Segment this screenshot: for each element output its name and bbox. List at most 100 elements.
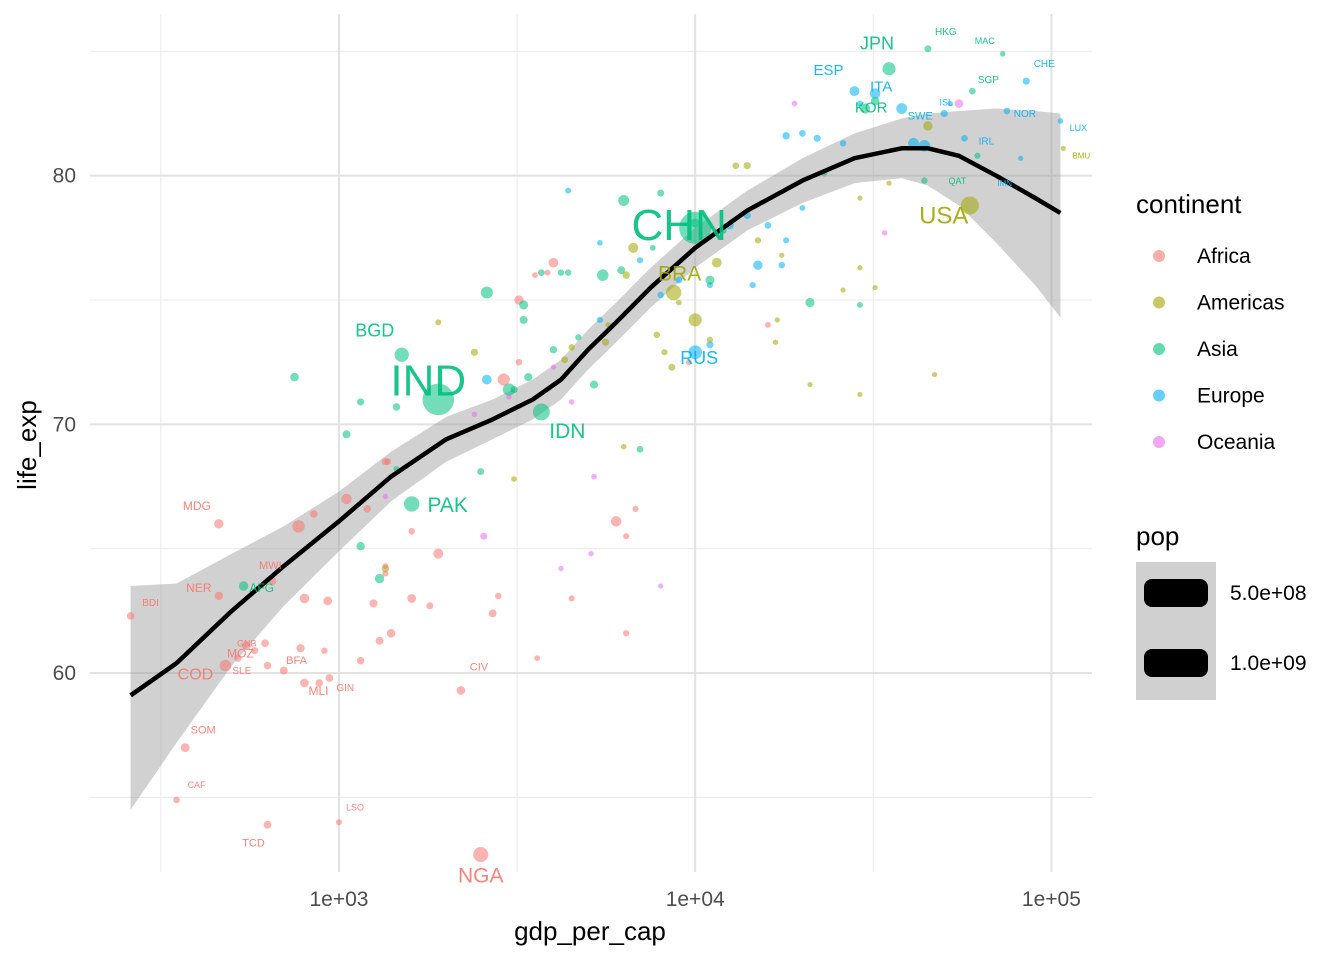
point-americas	[857, 195, 863, 201]
point-label-nor: NOR	[1014, 109, 1036, 120]
x-tick-label: 1e+03	[309, 888, 368, 911]
point-africa	[632, 505, 639, 512]
point-asia	[856, 302, 863, 308]
point-asia	[510, 385, 518, 394]
point-africa-bdi	[126, 612, 135, 620]
point-asia-ind	[422, 383, 455, 416]
point-africa	[488, 609, 497, 618]
point-label-tcd: TCD	[242, 838, 265, 850]
point-europe	[799, 205, 806, 211]
point-americas-bmu	[1060, 145, 1066, 151]
point-africa-bfa	[296, 644, 305, 653]
legend-size-key	[1144, 649, 1208, 677]
point-europe	[596, 316, 603, 324]
point-americas	[923, 121, 933, 131]
point-asia-mac	[999, 51, 1006, 57]
point-europe	[565, 187, 572, 194]
point-asia	[705, 275, 715, 285]
point-africa-caf	[173, 796, 180, 804]
point-label-mdg: MDG	[183, 499, 211, 513]
minor-gridlines	[90, 14, 1092, 872]
point-asia-idn	[532, 403, 550, 421]
point-americas	[872, 284, 878, 291]
point-europe	[778, 261, 785, 269]
point-europe	[749, 281, 756, 289]
point-africa	[263, 661, 272, 670]
point-label-chn: CHN	[632, 201, 727, 250]
point-asia-bgd	[394, 347, 409, 362]
point-americas	[620, 443, 627, 450]
point-africa	[310, 510, 318, 518]
point-label-sle: SLE	[232, 666, 251, 677]
point-label-mli: MLI	[308, 684, 328, 698]
point-label-ind: IND	[390, 356, 466, 405]
point-africa	[532, 272, 538, 279]
point-label-bmu: BMU	[1072, 151, 1090, 160]
point-oceania	[550, 364, 557, 370]
point-label-gnb: GNB	[237, 639, 257, 649]
point-label-moz: MOZ	[227, 647, 254, 661]
point-europe-irl	[961, 135, 968, 142]
point-americas	[470, 348, 479, 356]
point-europe	[657, 291, 664, 299]
point-label-som: SOM	[191, 725, 216, 737]
point-africa-nga	[473, 847, 489, 863]
point-americas	[622, 271, 630, 279]
point-africa	[610, 516, 622, 527]
legend-size-label: 1.0e+09	[1230, 652, 1307, 675]
smooth-line-layer	[129, 146, 1062, 698]
point-africa-cod	[219, 659, 232, 672]
point-label-swe: SWE	[908, 110, 933, 122]
y-tick-label: 70	[53, 413, 76, 436]
point-europe	[782, 132, 790, 140]
point-asia	[618, 195, 630, 207]
legend-size-title: pop	[1136, 521, 1179, 551]
point-asia	[290, 372, 299, 382]
point-oceania	[480, 532, 488, 540]
point-label-bgd: BGD	[355, 321, 394, 341]
smooth-line	[129, 146, 1062, 698]
point-americas	[711, 257, 722, 268]
legend-label-europe: Europe	[1197, 385, 1265, 408]
tick-labels-layer: 1e+03 1e+04 1e+05 60 70 80	[53, 165, 1081, 911]
point-americas	[754, 237, 762, 244]
point-europe-nor	[1003, 107, 1011, 115]
point-label-qat: QAT	[949, 176, 967, 186]
point-africa	[623, 533, 630, 540]
point-americas	[774, 317, 780, 323]
point-label-civ: CIV	[470, 661, 489, 673]
point-europe-imn	[1018, 155, 1024, 161]
point-europe	[764, 222, 772, 229]
point-label-afg: AFG	[249, 581, 274, 595]
point-americas	[743, 162, 751, 170]
point-africa	[515, 358, 523, 366]
point-asia-sgp	[969, 87, 976, 95]
point-europe	[675, 276, 683, 284]
point-africa	[495, 592, 502, 600]
point-label-esp: ESP	[813, 62, 843, 79]
point-europe-swe	[940, 109, 948, 118]
point-africa	[382, 570, 389, 577]
point-americas	[886, 180, 892, 186]
point-africa	[544, 269, 551, 276]
point-europe	[856, 100, 863, 107]
point-asia-kor	[860, 103, 871, 114]
point-africa-civ	[456, 686, 466, 695]
point-europe	[753, 260, 763, 270]
point-americas	[668, 363, 676, 371]
point-americas	[807, 381, 813, 388]
point-americas	[772, 339, 779, 345]
point-oceania	[658, 583, 664, 589]
point-americas-usa	[960, 196, 979, 215]
point-label-sgp: SGP	[978, 75, 999, 86]
point-americas	[857, 391, 863, 398]
point-label-rus: RUS	[680, 348, 718, 368]
point-asia	[477, 468, 485, 476]
point-americas	[932, 372, 938, 378]
point-asia	[480, 286, 493, 299]
point-africa-moz	[242, 641, 251, 651]
point-label-bra: BRA	[658, 263, 701, 286]
point-europe	[896, 103, 908, 114]
point-europe	[706, 341, 714, 349]
